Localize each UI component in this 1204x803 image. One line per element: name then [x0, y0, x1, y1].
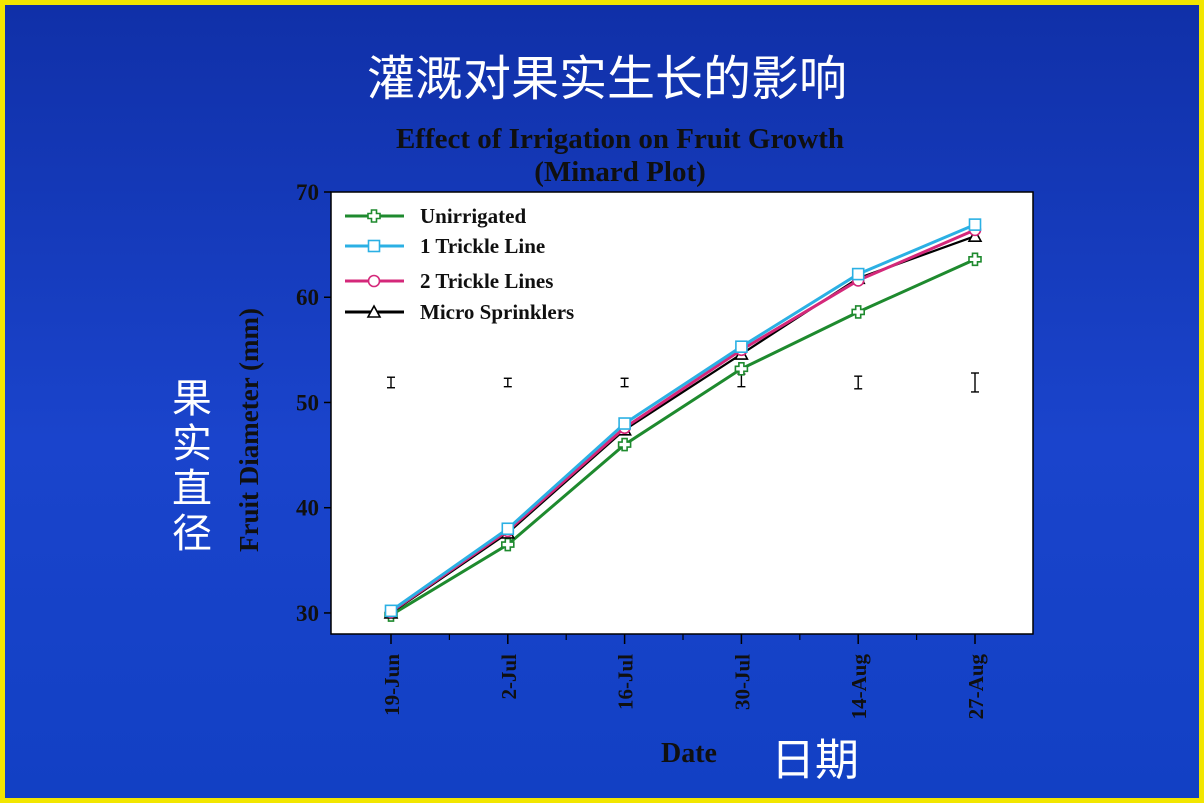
chart-title-main: Effect of Irrigation on Fruit Growth — [395, 123, 845, 155]
legend-marker-1 — [367, 239, 381, 253]
y-tick-label-0: 30 — [296, 601, 319, 626]
x-tick-label-4: 14-Aug — [847, 654, 871, 720]
series-0-point-3 — [734, 362, 749, 376]
x-axis-label-cn: 日期 — [771, 735, 859, 786]
series-0-point-1 — [501, 537, 515, 552]
legend-label-1: 1 Trickle Line — [420, 234, 545, 258]
series-0-point-5 — [968, 252, 982, 267]
series-1-point-1 — [501, 522, 515, 536]
legend-label-2: 2 Trickle Lines — [420, 269, 553, 293]
series-line-2 — [390, 228, 976, 614]
x-axis-label: Date — [661, 738, 717, 769]
x-tick-label-5: 27-Aug — [964, 654, 988, 720]
chart-subtitle: (Minard Plot) — [534, 156, 706, 188]
x-tick-label-3: 30-Jul — [730, 654, 754, 710]
error-bar-0 — [387, 376, 395, 389]
series-line-0 — [390, 257, 976, 617]
x-tick-label-1: 2-Jul — [497, 654, 521, 700]
series-1-point-2 — [618, 417, 631, 430]
y-tick-label-1: 40 — [296, 496, 319, 521]
slide-title: 灌溉对果实生长的影响 — [366, 51, 847, 107]
legend-marker-3 — [366, 304, 382, 318]
legend-label-3: Micro Sprinklers — [420, 300, 574, 324]
y-tick-label-3: 60 — [296, 285, 319, 310]
y-tick-label-2: 50 — [296, 390, 319, 415]
y-axis-label-cn: 果实直径 — [172, 376, 212, 557]
legend-label-0: Unirrigated — [420, 204, 526, 228]
series-0-point-4 — [851, 305, 865, 319]
series-1-point-4 — [851, 267, 865, 281]
error-bar-5 — [971, 372, 979, 393]
legend-marker-2 — [367, 274, 381, 288]
plot-area — [330, 191, 1034, 635]
series-1-point-3 — [735, 340, 748, 354]
chart: 30 40 50 60 70 19-Jun 2-Jul 16-Jul 30-Jul 14-Aug 2… — [234, 180, 1034, 769]
error-bar-4 — [854, 375, 863, 390]
series-0-point-2 — [617, 437, 632, 452]
legend-marker-0 — [367, 209, 381, 223]
error-bar-1 — [503, 377, 512, 388]
x-tick-label-2: 16-Jul — [614, 654, 638, 710]
y-tick-label-4: 70 — [296, 180, 319, 205]
series-1-point-0 — [384, 604, 398, 618]
error-bar-2 — [620, 377, 629, 388]
series-1-point-5 — [968, 218, 982, 231]
chart-title: Effect of Irrigation on Fruit Growth (Mi… — [235, 123, 1005, 189]
x-tick-label-0: 19-Jun — [380, 654, 404, 716]
y-axis-label: Fruit Diameter (mm) — [234, 308, 264, 552]
series-line-1 — [390, 223, 976, 613]
